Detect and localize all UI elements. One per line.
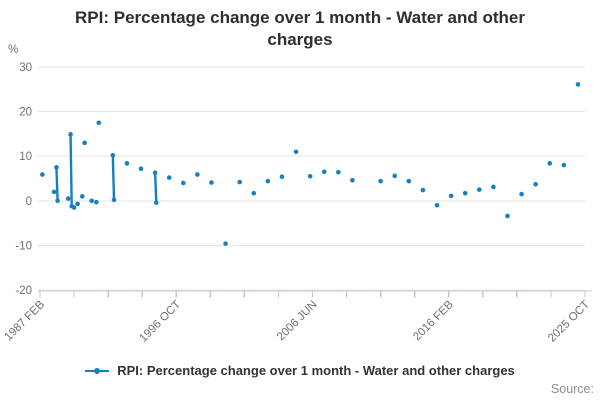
data-point-marker[interactable] xyxy=(237,179,242,185)
series-segment xyxy=(153,171,158,204)
data-point-marker[interactable] xyxy=(55,198,60,204)
data-point-marker[interactable] xyxy=(65,196,71,201)
source-label: Source: xyxy=(550,382,594,396)
chart-title-text: RPI: Percentage change over 1 month - Wa… xyxy=(75,8,525,49)
data-point-marker[interactable] xyxy=(265,178,271,184)
data-point-marker[interactable] xyxy=(251,190,257,196)
data-point-marker[interactable] xyxy=(79,194,85,199)
series-segment xyxy=(69,133,73,208)
data-point-marker[interactable] xyxy=(350,177,355,183)
data-point-marker[interactable] xyxy=(505,213,510,219)
x-tick-label: 2006 JUN xyxy=(275,299,320,344)
data-point-marker[interactable] xyxy=(94,199,99,205)
data-point-marker[interactable] xyxy=(111,197,117,203)
data-point-marker[interactable] xyxy=(180,180,186,186)
data-point-marker[interactable] xyxy=(491,184,496,190)
data-point-marker[interactable] xyxy=(153,200,159,205)
y-tick-label: -20 xyxy=(15,285,32,297)
data-point-marker[interactable] xyxy=(406,178,412,184)
data-point-marker[interactable] xyxy=(223,241,228,246)
legend-line-marker-icon[interactable] xyxy=(85,367,110,374)
data-point-marker[interactable] xyxy=(392,173,398,179)
data-point-marker[interactable] xyxy=(561,162,567,168)
x-tick-label: 2025 OCT xyxy=(546,299,592,345)
data-point-marker[interactable] xyxy=(209,180,214,185)
y-tick-label: 20 xyxy=(19,107,32,119)
data-point-marker[interactable] xyxy=(82,140,87,146)
x-tick-label: 1996 OCT xyxy=(137,299,183,345)
legend-item-label[interactable]: RPI: Percentage change over 1 month - Wa… xyxy=(117,363,515,378)
x-tick-label: 1987 FEB xyxy=(2,298,47,343)
data-point-marker[interactable] xyxy=(293,149,299,155)
y-tick-label: 10 xyxy=(19,151,32,163)
data-point-marker[interactable] xyxy=(51,189,57,195)
legend: RPI: Percentage change over 1 month - Wa… xyxy=(0,363,600,378)
x-tick-label: 2016 FEB xyxy=(411,298,456,343)
data-point-marker[interactable] xyxy=(54,165,59,170)
data-point-marker[interactable] xyxy=(124,161,130,166)
y-axis-unit-label: % xyxy=(8,44,19,56)
data-point-marker[interactable] xyxy=(138,166,144,171)
legend-dot-icon xyxy=(94,367,101,374)
data-point-marker[interactable] xyxy=(89,198,94,204)
data-point-marker[interactable] xyxy=(321,169,327,175)
data-point-marker[interactable] xyxy=(96,120,102,126)
data-point-marker[interactable] xyxy=(420,187,426,193)
data-point-marker[interactable] xyxy=(195,172,200,177)
data-point-marker[interactable] xyxy=(519,191,524,197)
chart-title: RPI: Percentage change over 1 month - Wa… xyxy=(0,7,600,51)
data-point-marker[interactable] xyxy=(40,172,45,177)
y-tick-label: 0 xyxy=(26,196,32,208)
data-point-marker[interactable] xyxy=(434,202,440,208)
data-point-marker[interactable] xyxy=(462,190,468,196)
data-point-marker[interactable] xyxy=(71,205,77,210)
data-point-marker[interactable] xyxy=(575,82,581,87)
data-point-marker[interactable] xyxy=(476,187,482,192)
data-point-marker[interactable] xyxy=(547,161,553,166)
series-segment xyxy=(111,154,116,202)
data-point-marker[interactable] xyxy=(68,132,73,137)
data-point-marker[interactable] xyxy=(166,175,172,180)
data-point-marker[interactable] xyxy=(152,170,158,176)
y-tick-label: 30 xyxy=(19,62,32,74)
data-point-marker[interactable] xyxy=(533,181,538,187)
data-point-marker[interactable] xyxy=(279,174,285,180)
data-point-marker[interactable] xyxy=(75,201,80,207)
data-point-marker[interactable] xyxy=(110,153,116,158)
series-segment xyxy=(55,166,59,203)
data-point-marker[interactable] xyxy=(307,173,313,179)
y-tick-label: -10 xyxy=(15,240,32,252)
data-point-marker[interactable] xyxy=(336,169,341,175)
data-point-marker[interactable] xyxy=(448,193,454,199)
data-point-marker[interactable] xyxy=(378,178,383,184)
